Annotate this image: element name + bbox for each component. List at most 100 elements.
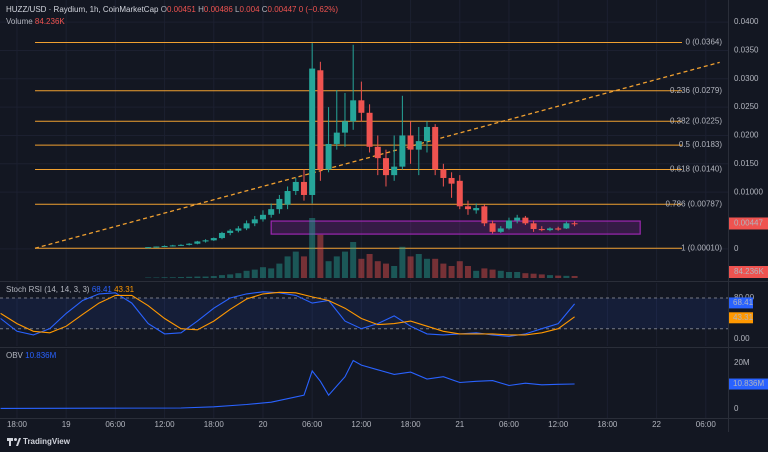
volume-label: 84.236K — [734, 267, 764, 276]
volume-bar — [391, 266, 398, 278]
candle-body — [243, 223, 250, 229]
ohlc-label: L — [235, 5, 240, 14]
volume-bar — [243, 270, 250, 278]
candle-body — [235, 228, 242, 231]
volume-bar — [194, 276, 201, 278]
volume-bar — [317, 234, 324, 278]
volume-bar — [481, 268, 488, 278]
candle-body — [366, 112, 373, 147]
candle-body — [399, 135, 406, 167]
grid — [0, 0, 728, 418]
candle-body — [538, 228, 545, 231]
candle-body — [276, 198, 283, 210]
candle-body — [325, 143, 332, 170]
obv-line — [0, 359, 575, 409]
ohlc-label: O — [161, 5, 167, 14]
x-tick-label: 20 — [259, 420, 268, 429]
obv-tick-label: 20M — [734, 358, 750, 367]
candle-body — [161, 245, 168, 247]
y-tick-label: 0.01000 — [734, 187, 763, 196]
volume-bar — [456, 261, 463, 278]
volume-bar — [341, 251, 348, 278]
volume-bar — [497, 270, 504, 278]
volume-bar — [325, 261, 332, 278]
candle-body — [300, 181, 307, 195]
stoch-legend: Stoch RSI (14, 14, 3, 3) 68.41 43.31 — [6, 285, 135, 294]
ohlc-value: 0.00447 — [268, 5, 297, 14]
y-tick-label: 0.0350 — [734, 46, 759, 55]
candle-body — [382, 158, 389, 176]
x-tick-label: 06:00 — [302, 420, 323, 429]
volume-bar — [268, 268, 275, 278]
x-tick-label: 06:00 — [499, 420, 520, 429]
volume-bar — [423, 258, 430, 278]
candle-body — [571, 223, 578, 225]
candle-body — [415, 141, 422, 150]
obv-value-box — [729, 378, 768, 390]
volume-bar — [514, 272, 521, 278]
stoch-title: Stoch RSI (14, 14, 3, 3) — [6, 285, 90, 294]
fib-label: 0 (0.0364) — [686, 38, 723, 47]
x-tick-label: 18:00 — [401, 420, 422, 429]
fib-label: 0.786 (0.00787) — [666, 199, 723, 208]
candle-body — [530, 223, 537, 229]
volume-bar — [186, 276, 193, 278]
trend-line — [34, 61, 720, 249]
stoch-d-value: 43.31 — [114, 285, 135, 294]
volume-label-box — [729, 266, 768, 278]
volume-bar — [300, 256, 307, 278]
candle-body — [284, 191, 291, 205]
brand-logo — [7, 438, 21, 446]
candle-body — [341, 121, 348, 133]
ohlc-value: 0.00451 — [167, 5, 196, 14]
stoch-k-value: 68.41 — [92, 285, 113, 294]
volume-bar — [382, 263, 389, 278]
y-tick-label: 0.0300 — [734, 74, 759, 83]
brand: TradingView — [23, 437, 71, 446]
volume-bar — [546, 275, 553, 278]
candle-body — [456, 180, 463, 207]
candle-body — [407, 135, 414, 150]
volume-bar — [292, 251, 299, 278]
fib-label: 1 (0.00010) — [681, 243, 722, 252]
volume-bar — [464, 266, 471, 278]
candle-body — [268, 209, 275, 215]
candle-body — [177, 244, 184, 246]
candle-body — [374, 146, 381, 159]
candle-body — [309, 68, 316, 195]
volume-bar — [259, 267, 266, 278]
ohlc-value: 0.00486 — [204, 5, 233, 14]
volume-value: 84.236K — [35, 17, 65, 26]
volume-bar — [538, 274, 545, 278]
volume-bar — [235, 273, 242, 278]
x-tick-label: 12:00 — [548, 420, 569, 429]
obv-legend: OBV 10.836M — [6, 351, 57, 360]
volume-bar — [555, 275, 562, 278]
candle-body — [317, 70, 324, 170]
volume-bar — [333, 256, 340, 278]
stoch-value-label: 43.31 — [733, 313, 754, 322]
candle-body — [153, 246, 160, 248]
ohlc-label: C — [262, 5, 268, 14]
volume-bar — [407, 256, 414, 278]
volume-bar — [309, 218, 316, 278]
volume-legend: Volume 84.236K — [6, 17, 65, 26]
plot: 0 (0.0364) 0.236 (0.0279) 0.382 (0.0225) 0.… — [0, 38, 723, 409]
candle-body — [350, 100, 357, 122]
candle-body — [292, 181, 299, 192]
candle-body — [227, 230, 234, 233]
x-tick-label: 12:00 — [155, 420, 176, 429]
candle-body — [497, 228, 504, 232]
obv-title: OBV — [6, 351, 24, 360]
candle-body — [194, 241, 201, 244]
candle-body — [202, 240, 209, 242]
candle-body — [251, 219, 258, 224]
stoch-tick-label: 0.00 — [734, 334, 750, 343]
candle-body — [145, 247, 152, 249]
volume-bar — [161, 277, 168, 278]
ohlc-label: H — [198, 5, 204, 14]
x-tick-label: 18:00 — [204, 420, 225, 429]
stoch-value-box — [729, 297, 753, 309]
volume-bar — [374, 261, 381, 278]
candle-body — [563, 223, 570, 229]
